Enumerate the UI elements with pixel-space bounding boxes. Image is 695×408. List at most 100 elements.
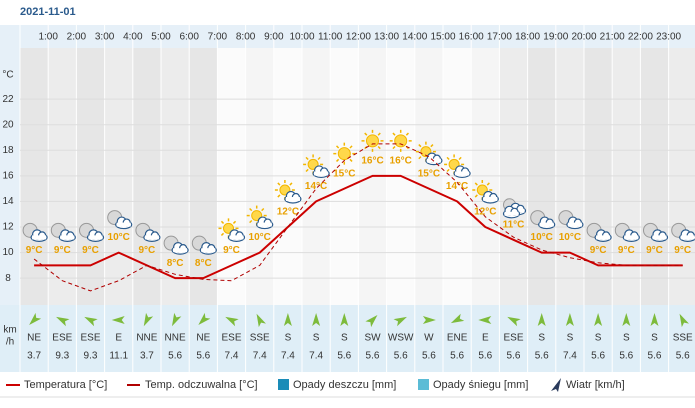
sun-ray (392, 145, 396, 150)
wind-direction: S (623, 333, 630, 344)
column-bg (104, 48, 133, 305)
cloud-part (455, 171, 470, 176)
wind-unit: km (3, 325, 16, 336)
cloud-part (144, 235, 159, 240)
hour-label: 6:00 (179, 32, 199, 43)
wind-arrow (56, 316, 70, 327)
wind-direction: WSW (388, 333, 414, 344)
sun-ray (364, 132, 368, 136)
column-bg (584, 48, 613, 305)
axis-strip (0, 25, 20, 372)
cloud-part (257, 222, 272, 227)
column-bg (161, 48, 190, 305)
y-tick-label: 12 (2, 222, 14, 233)
hour-label: 3:00 (95, 32, 115, 43)
wind-speed: 5.6 (450, 351, 464, 362)
wind-arrow (84, 316, 98, 327)
wind-arrow (171, 312, 182, 327)
value-label: 10°C (249, 232, 271, 243)
wind-speed: 7.4 (253, 351, 267, 362)
cloud-icon (199, 242, 217, 255)
sun-ray (458, 156, 462, 161)
wind-arrow (422, 316, 436, 324)
column-bg (471, 48, 500, 305)
value-label: 9°C (139, 245, 156, 256)
sun-ray (474, 194, 478, 198)
column-bg (189, 48, 218, 305)
cloud-part (567, 222, 582, 227)
sun-ray (377, 132, 381, 136)
sun-ray (349, 145, 353, 149)
wind-direction: SSE (673, 333, 693, 344)
column-bg (499, 48, 528, 305)
column-bg (555, 48, 584, 305)
wind-arrow (225, 316, 239, 327)
wind-arrow (450, 313, 465, 324)
wind-direction: SW (364, 333, 381, 344)
wind-speed: 5.6 (422, 351, 436, 362)
wind-speed: 3.7 (140, 351, 154, 362)
wind-arrow (507, 316, 521, 327)
value-label: 14°C (446, 181, 468, 192)
y-tick-label: 14 (2, 196, 14, 207)
wind-arrow (594, 313, 603, 326)
wind-direction: ENE (447, 333, 468, 344)
wind-arrow (198, 312, 211, 325)
hour-label: 13:00 (374, 32, 399, 43)
value-label: 11°C (503, 219, 525, 230)
cloud-icon (538, 216, 556, 230)
wind-arrow (679, 313, 689, 328)
cloud-part (652, 235, 667, 240)
hour-label: 1:00 (38, 32, 58, 43)
wind-arrow (650, 313, 659, 326)
column-bg (668, 48, 695, 305)
cloud-icon (143, 229, 161, 242)
sun-ray (335, 158, 340, 162)
value-label: 12°C (277, 207, 299, 218)
wind-direction: NNE (165, 333, 186, 344)
cloud-icon (679, 229, 695, 242)
hour-label: 18:00 (515, 32, 540, 43)
sun-ray (486, 182, 490, 186)
sun-ray (474, 182, 478, 186)
y-tick-label: 10 (2, 247, 14, 258)
column-bg (20, 48, 49, 305)
sun-ray (232, 220, 237, 224)
cloud-icon (453, 165, 471, 179)
sun-ray (289, 182, 293, 186)
wind-direction: S (538, 333, 545, 344)
sun-ray (317, 156, 321, 161)
sun-ray (249, 207, 253, 212)
temperature-line (34, 174, 683, 280)
wind-arrow (283, 313, 292, 326)
wind-direction: ESE (80, 333, 100, 344)
cloud-icon (481, 190, 499, 204)
wind-arrow (340, 313, 349, 326)
value-label: 8°C (167, 258, 184, 269)
column-bg (76, 48, 105, 305)
value-label: 12°C (474, 207, 496, 218)
wind-direction: E (115, 333, 122, 344)
wind-direction: S (595, 333, 602, 344)
cloud-part (596, 235, 611, 240)
wind-direction: NNE (136, 333, 157, 344)
cloud-part (60, 235, 75, 240)
hour-label: 23:00 (656, 32, 681, 43)
wind-speed: 5.6 (507, 351, 521, 362)
value-label: 15°C (333, 168, 355, 179)
sun-disc (394, 134, 408, 148)
hour-label: 5:00 (151, 32, 171, 43)
column-bg (245, 48, 274, 305)
cloud-icon (115, 216, 133, 230)
cloud-part (88, 235, 103, 240)
cloud-part (32, 235, 47, 240)
wind-direction: NE (196, 333, 210, 344)
wind-speed: 9.3 (55, 351, 69, 362)
y-tick-label: 20 (2, 119, 14, 130)
sun-ray (277, 194, 281, 198)
value-label: 10°C (559, 232, 581, 243)
hour-label: 2:00 (67, 32, 87, 43)
value-label: 9°C (618, 245, 635, 256)
hour-label: 16:00 (459, 32, 484, 43)
column-bg (640, 48, 669, 305)
